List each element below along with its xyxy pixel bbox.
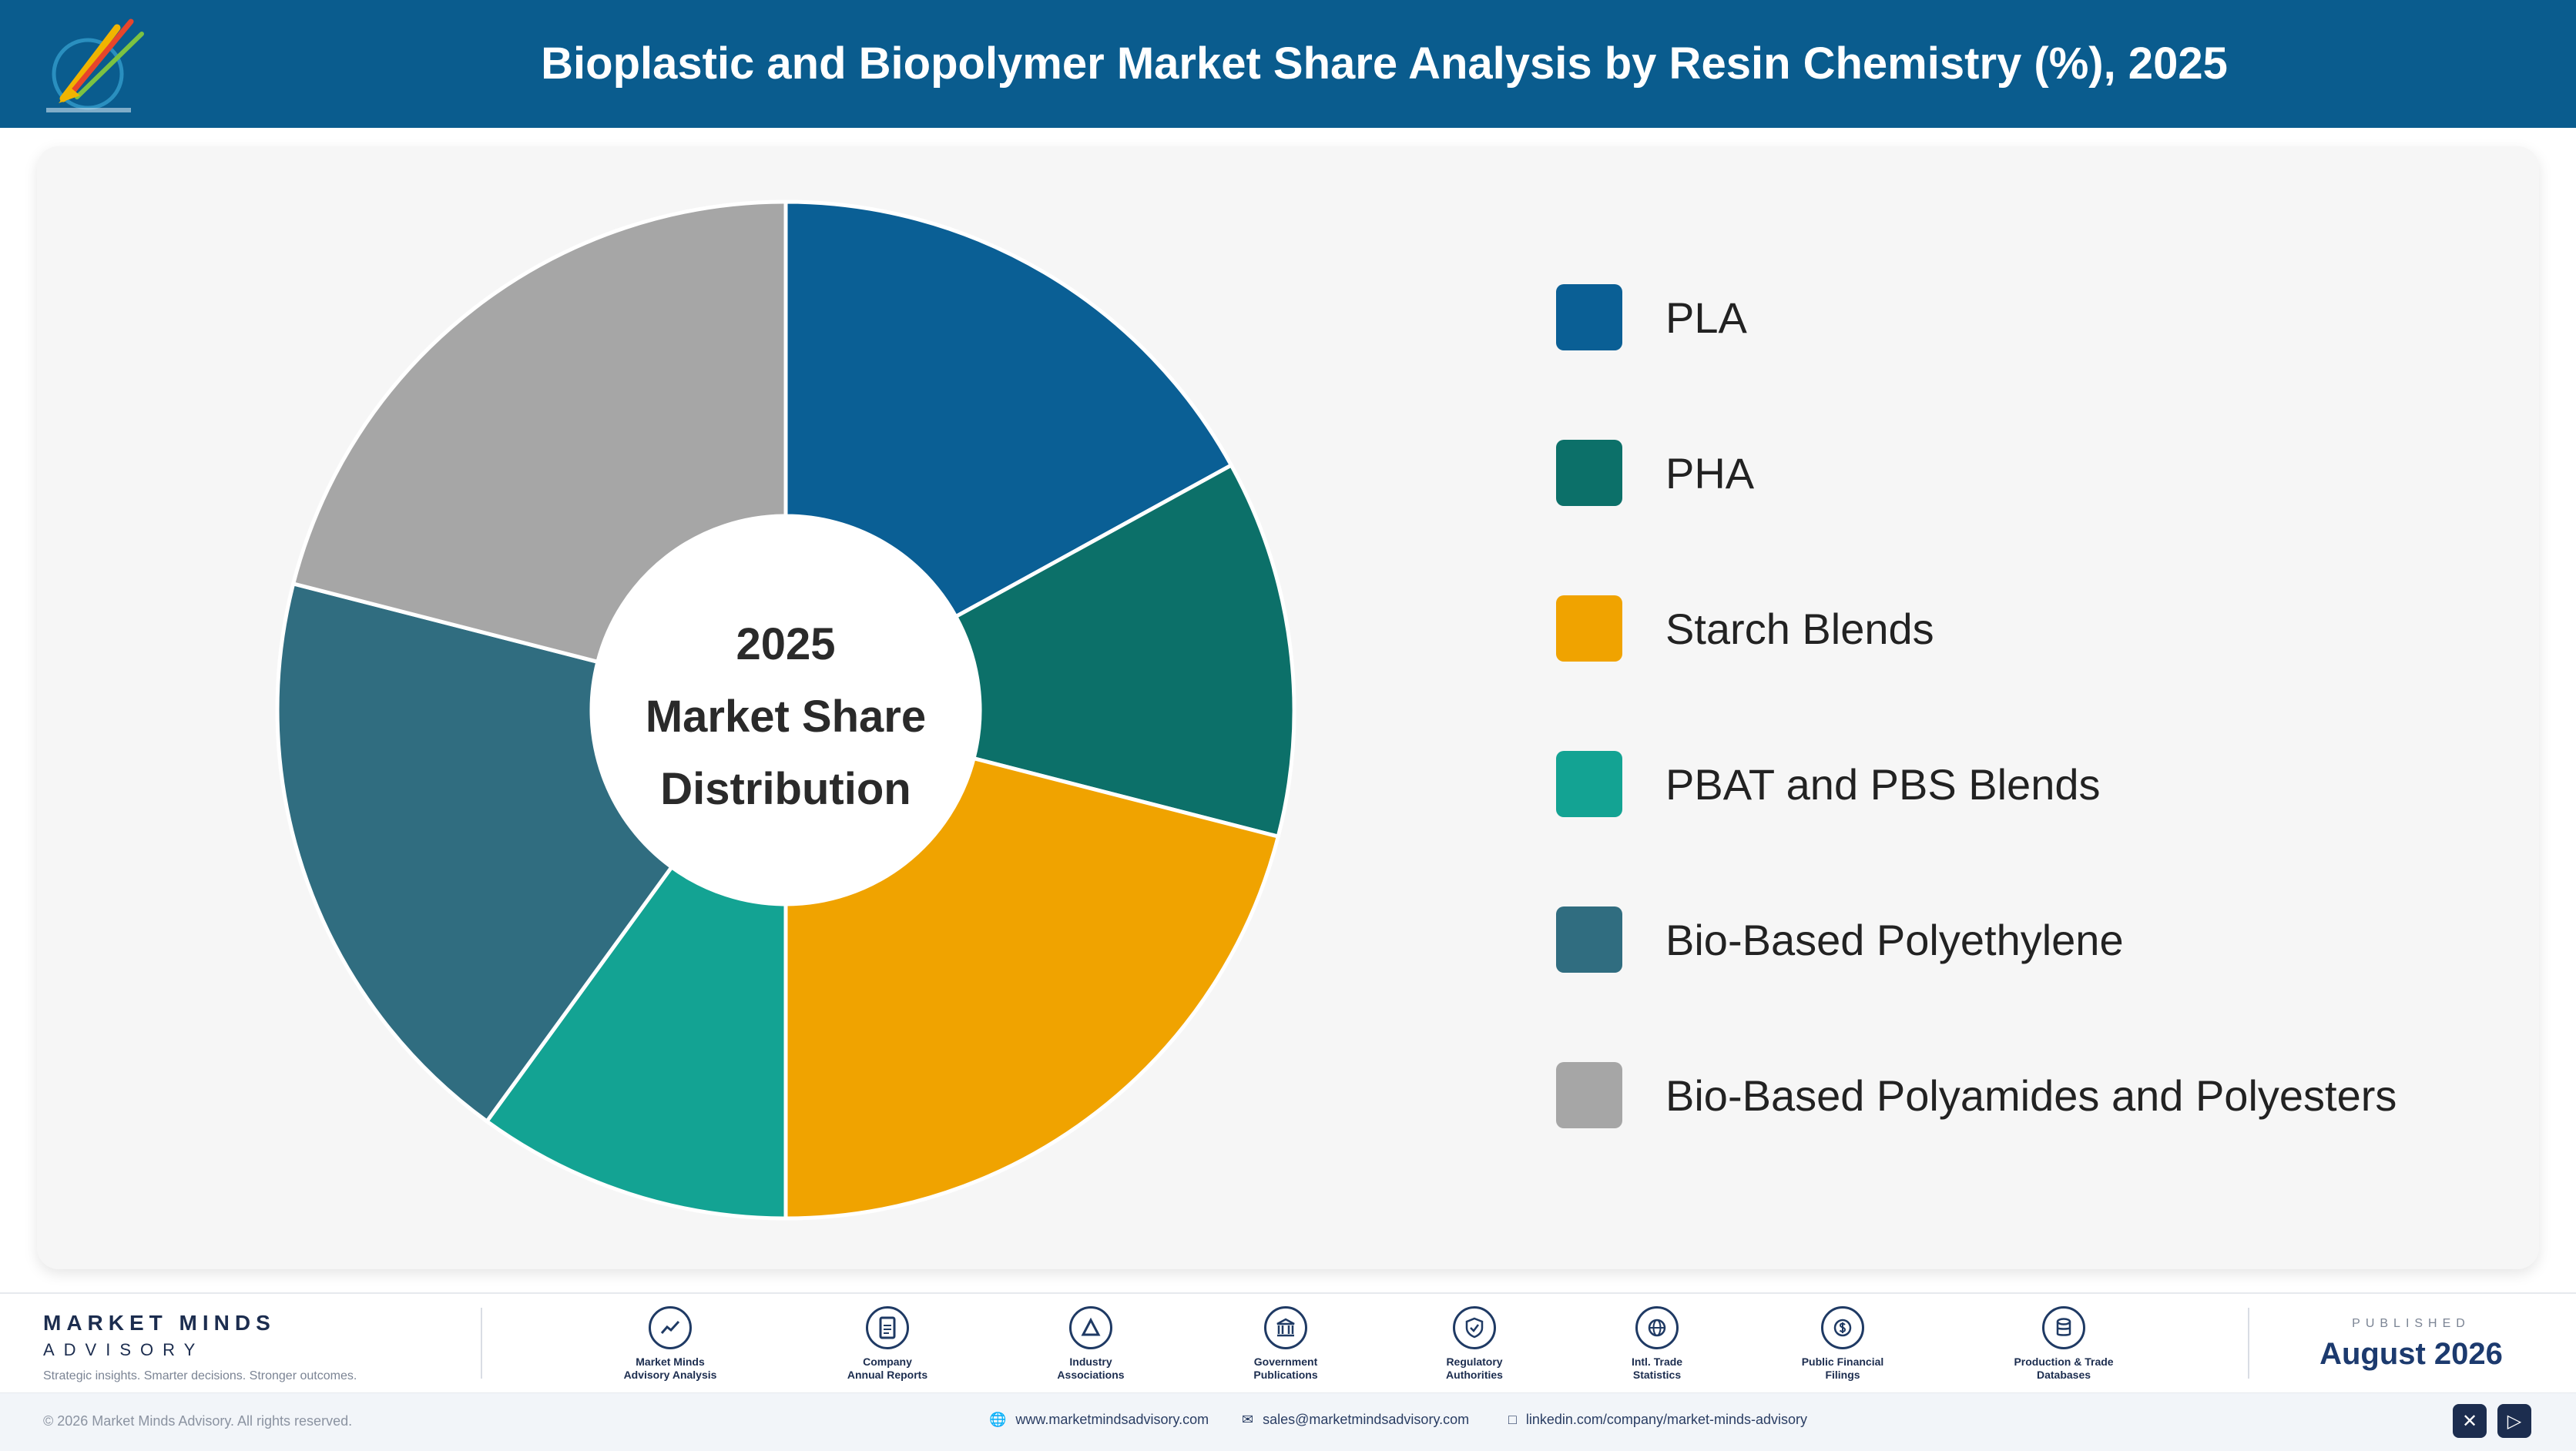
legend-label: Starch Blends [1665,604,1934,653]
source-item: Government Publications [1209,1306,1363,1382]
pie-slice-bio-based-polyethylene [275,581,675,1124]
footer-divider [481,1308,482,1379]
donut-chart [275,199,1296,1221]
globe-icon [1635,1306,1679,1349]
legend-label: PLA [1665,293,1747,342]
source-label: Production & Trade Databases [2014,1355,2114,1381]
center-label-year: 2025 [736,619,836,669]
center-label-line3: Distribution [660,764,911,814]
source-label: Industry Associations [1057,1355,1125,1381]
legend-item: Bio-Based Polyamides and Polyesters [1556,1061,2397,1129]
linkedin-link[interactable]: □ linkedin.com/company/market-minds-advi… [1508,1412,1807,1428]
pie-slice-bio-based-polyamides-and-polyesters [290,199,788,665]
source-label: Intl. Trade Statistics [1631,1355,1683,1381]
chart-line-icon [649,1306,692,1349]
source-label: Market Minds Advisory Analysis [623,1355,717,1381]
company-logo [46,18,144,112]
published-block: PUBLISHED August 2026 [2296,1317,2527,1372]
linkedin-text: linkedin.com/company/market-minds-adviso… [1525,1412,1807,1427]
brand-name: MARKET MINDS [43,1311,276,1335]
legend-item: Starch Blends [1556,595,2397,662]
email-link[interactable]: ✉ sales@marketmindsadvisory.com [1242,1412,1469,1428]
dollar-icon [1821,1306,1864,1349]
legend-item: PHA [1556,439,2397,507]
legend-swatch [1556,595,1622,662]
pie-slice-pha [953,462,1296,839]
legend-item: PLA [1556,283,2397,351]
source-item: Production & Trade Databases [1987,1306,2141,1382]
source-label: Public Financial Filings [1801,1355,1884,1381]
published-label: PUBLISHED [2352,1317,2470,1330]
published-date: August 2026 [2319,1337,2503,1371]
source-item: Public Financial Filings [1766,1306,1920,1382]
network-icon [1069,1306,1112,1349]
linkedin-icon: □ [1508,1412,1517,1427]
source-item: Market Minds Advisory Analysis [593,1306,747,1382]
data-sources: Market Minds Advisory Analysis Company Ann… [593,1306,2203,1391]
header-bar: Bioplastic and Biopolymer Market Share A… [0,0,2576,128]
mail-icon: ✉ [1242,1412,1254,1427]
center-label-line2: Market Share [645,692,927,742]
shield-icon [1453,1306,1496,1349]
source-label: Regulatory Authorities [1446,1355,1503,1381]
source-item: Company Annual Reports [810,1306,964,1382]
source-label: Company Annual Reports [847,1355,928,1381]
legend-swatch [1556,906,1622,973]
email-text: sales@marketmindsadvisory.com [1263,1412,1470,1427]
source-item: Industry Associations [1014,1306,1168,1382]
copyright-text: © 2026 Market Minds Advisory. All rights… [43,1413,353,1429]
pie-slice-starch-blends [783,756,1281,1221]
donut-center-label: 2025 Market Share Distribution [632,608,940,826]
pie-slice-pbat-and-pbs-blends [484,864,788,1221]
legend-swatch [1556,751,1622,817]
legend-swatch [1556,440,1622,506]
footer: MARKET MINDS ADVISORY Strategic insights… [0,1292,2576,1451]
brand-subtitle: ADVISORY [43,1340,205,1359]
globe-icon: 🌐 [989,1412,1007,1427]
legend-label: PHA [1665,448,1755,498]
legend-item: PBAT and PBS Blends [1556,750,2397,818]
website-link[interactable]: 🌐 www.marketmindsadvisory.com [989,1412,1209,1428]
legend-swatch [1556,1062,1622,1128]
source-item: Intl. Trade Statistics [1580,1306,1734,1382]
building-icon [1264,1306,1307,1349]
database-icon [2042,1306,2085,1349]
source-label: Government Publications [1253,1355,1318,1381]
donut-hole [593,518,978,903]
legend-swatch [1556,284,1622,350]
footer-bottom-bar: © 2026 Market Minds Advisory. All rights… [0,1392,2576,1451]
legend-label: Bio-Based Polyethylene [1665,915,2124,964]
document-icon [866,1306,909,1349]
footer-brand: MARKET MINDS ADVISORY Strategic insights… [43,1311,357,1383]
x-social-icon[interactable]: ✕ [2453,1404,2487,1438]
footer-divider [2248,1308,2249,1379]
brand-tagline: Strategic insights. Smarter decisions. S… [43,1369,357,1382]
pie-slice-pla [783,199,1234,619]
page-title: Bioplastic and Biopolymer Market Share A… [541,39,2228,89]
legend-label: Bio-Based Polyamides and Polyesters [1665,1071,2397,1120]
legend-label: PBAT and PBS Blends [1665,759,2101,809]
youtube-icon[interactable]: ▷ [2497,1404,2531,1438]
legend-item: Bio-Based Polyethylene [1556,906,2397,973]
website-text: www.marketmindsadvisory.com [1015,1412,1209,1427]
source-item: Regulatory Authorities [1397,1306,1551,1382]
chart-legend: PLA PHA Starch Blends PBAT and PBS Blends Bi… [1556,283,2397,1217]
